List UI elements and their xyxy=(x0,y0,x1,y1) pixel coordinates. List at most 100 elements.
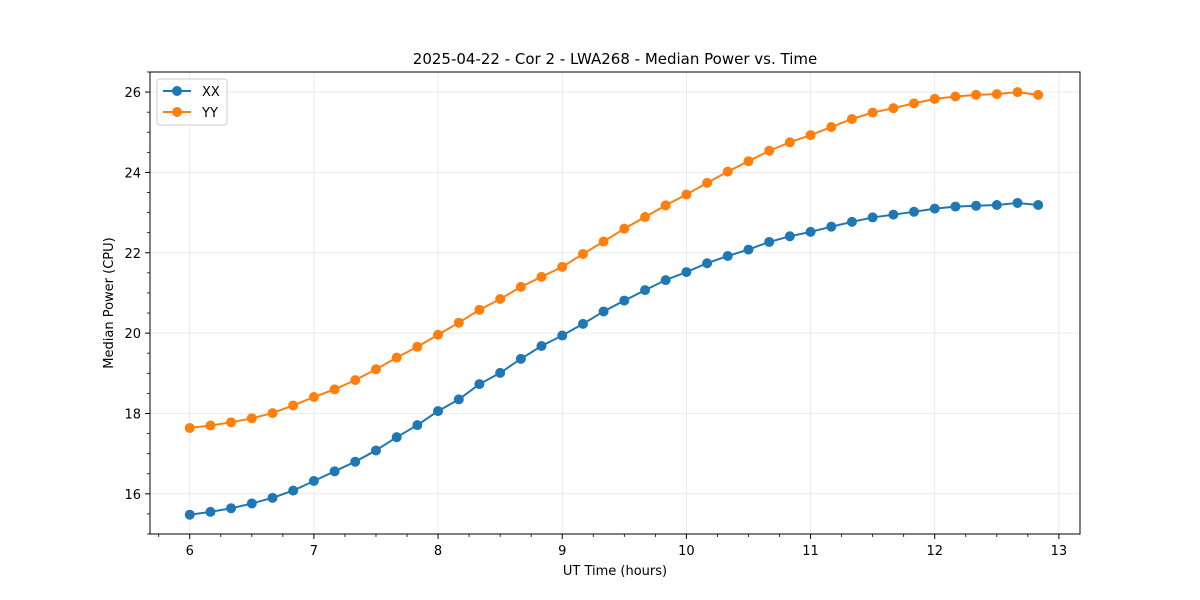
data-point-yy xyxy=(908,98,919,109)
data-point-xx xyxy=(1012,197,1023,208)
x-tick-label: 12 xyxy=(926,544,943,559)
data-point-xx xyxy=(598,306,609,317)
data-point-yy xyxy=(412,341,423,352)
y-tick-label: 18 xyxy=(124,407,141,422)
data-point-yy xyxy=(929,93,940,104)
data-point-xx xyxy=(805,226,816,237)
x-tick-label: 6 xyxy=(186,544,194,559)
data-point-xx xyxy=(267,492,278,503)
x-tick-label: 13 xyxy=(1051,544,1068,559)
data-point-yy xyxy=(681,189,692,200)
data-point-yy xyxy=(205,420,216,431)
data-point-yy xyxy=(184,422,195,433)
data-point-yy xyxy=(433,329,444,340)
data-point-yy xyxy=(246,413,257,424)
legend-label-xx: XX xyxy=(202,85,220,100)
data-point-yy xyxy=(350,375,361,386)
data-point-yy xyxy=(577,248,588,259)
x-tick-label: 10 xyxy=(678,544,695,559)
x-axis-label: UT Time (hours) xyxy=(563,564,667,579)
data-point-xx xyxy=(640,285,651,296)
data-point-xx xyxy=(184,509,195,520)
data-point-yy xyxy=(743,156,754,167)
series-xx xyxy=(184,197,1044,520)
y-tick-label: 22 xyxy=(124,247,141,262)
data-point-xx xyxy=(288,485,299,496)
data-point-yy xyxy=(474,304,485,315)
data-point-xx xyxy=(495,367,506,378)
data-point-xx xyxy=(867,212,878,223)
data-point-xx xyxy=(391,432,402,443)
data-point-yy xyxy=(867,107,878,118)
data-point-yy xyxy=(288,400,299,411)
data-point-xx xyxy=(846,216,857,227)
data-point-yy xyxy=(826,122,837,133)
chart-title: 2025-04-22 - Cor 2 - LWA268 - Median Pow… xyxy=(413,50,817,68)
legend-marker-yy xyxy=(172,107,182,117)
data-point-yy xyxy=(226,417,237,428)
y-tick-label: 16 xyxy=(124,488,141,503)
data-point-xx xyxy=(350,456,361,467)
y-tick-label: 24 xyxy=(124,166,141,181)
data-point-yy xyxy=(391,352,402,363)
x-tick-label: 7 xyxy=(310,544,318,559)
data-point-xx xyxy=(784,231,795,242)
data-point-yy xyxy=(660,200,671,211)
series-yy xyxy=(184,87,1044,433)
data-point-xx xyxy=(453,394,464,405)
data-point-yy xyxy=(805,130,816,141)
data-point-xx xyxy=(474,379,485,390)
data-point-xx xyxy=(908,206,919,217)
data-point-xx xyxy=(205,506,216,517)
data-point-yy xyxy=(329,384,340,395)
data-point-yy xyxy=(308,392,319,403)
x-tick-label: 8 xyxy=(434,544,442,559)
data-point-xx xyxy=(246,498,257,509)
data-point-yy xyxy=(495,293,506,304)
data-point-xx xyxy=(743,244,754,255)
data-point-xx xyxy=(702,258,713,269)
x-tick-label: 9 xyxy=(558,544,566,559)
data-point-yy xyxy=(764,145,775,156)
data-point-xx xyxy=(660,275,671,286)
data-point-yy xyxy=(950,91,961,102)
legend-marker-xx xyxy=(172,86,182,96)
data-point-yy xyxy=(557,261,568,272)
data-point-xx xyxy=(536,340,547,351)
data-point-yy xyxy=(1033,89,1044,100)
data-point-yy xyxy=(370,364,381,375)
data-point-yy xyxy=(267,408,278,419)
data-point-xx xyxy=(888,209,899,220)
data-point-yy xyxy=(598,236,609,247)
data-point-xx xyxy=(329,466,340,477)
data-point-xx xyxy=(433,406,444,417)
data-point-xx xyxy=(1033,199,1044,210)
data-point-xx xyxy=(929,203,940,214)
data-point-yy xyxy=(536,271,547,282)
data-point-xx xyxy=(308,475,319,486)
data-point-xx xyxy=(681,267,692,278)
data-point-xx xyxy=(764,236,775,247)
data-point-xx xyxy=(412,420,423,431)
data-point-yy xyxy=(515,281,526,292)
data-point-yy xyxy=(702,177,713,188)
data-point-xx xyxy=(950,201,961,212)
plot-frame xyxy=(149,71,1081,535)
data-point-xx xyxy=(557,330,568,341)
data-point-yy xyxy=(991,89,1002,100)
y-tick-label: 20 xyxy=(124,327,141,342)
y-tick-label: 26 xyxy=(124,86,141,101)
data-point-yy xyxy=(619,223,630,234)
data-point-yy xyxy=(640,212,651,223)
data-point-yy xyxy=(784,137,795,148)
y-axis: 16 18 20 22 24 26 xyxy=(124,71,150,535)
data-point-yy xyxy=(453,317,464,328)
data-point-xx xyxy=(577,318,588,329)
data-point-yy xyxy=(722,166,733,177)
data-point-xx xyxy=(971,200,982,211)
data-point-xx xyxy=(826,221,837,232)
data-point-yy xyxy=(846,114,857,124)
data-point-xx xyxy=(619,295,630,306)
series-group xyxy=(184,87,1044,520)
